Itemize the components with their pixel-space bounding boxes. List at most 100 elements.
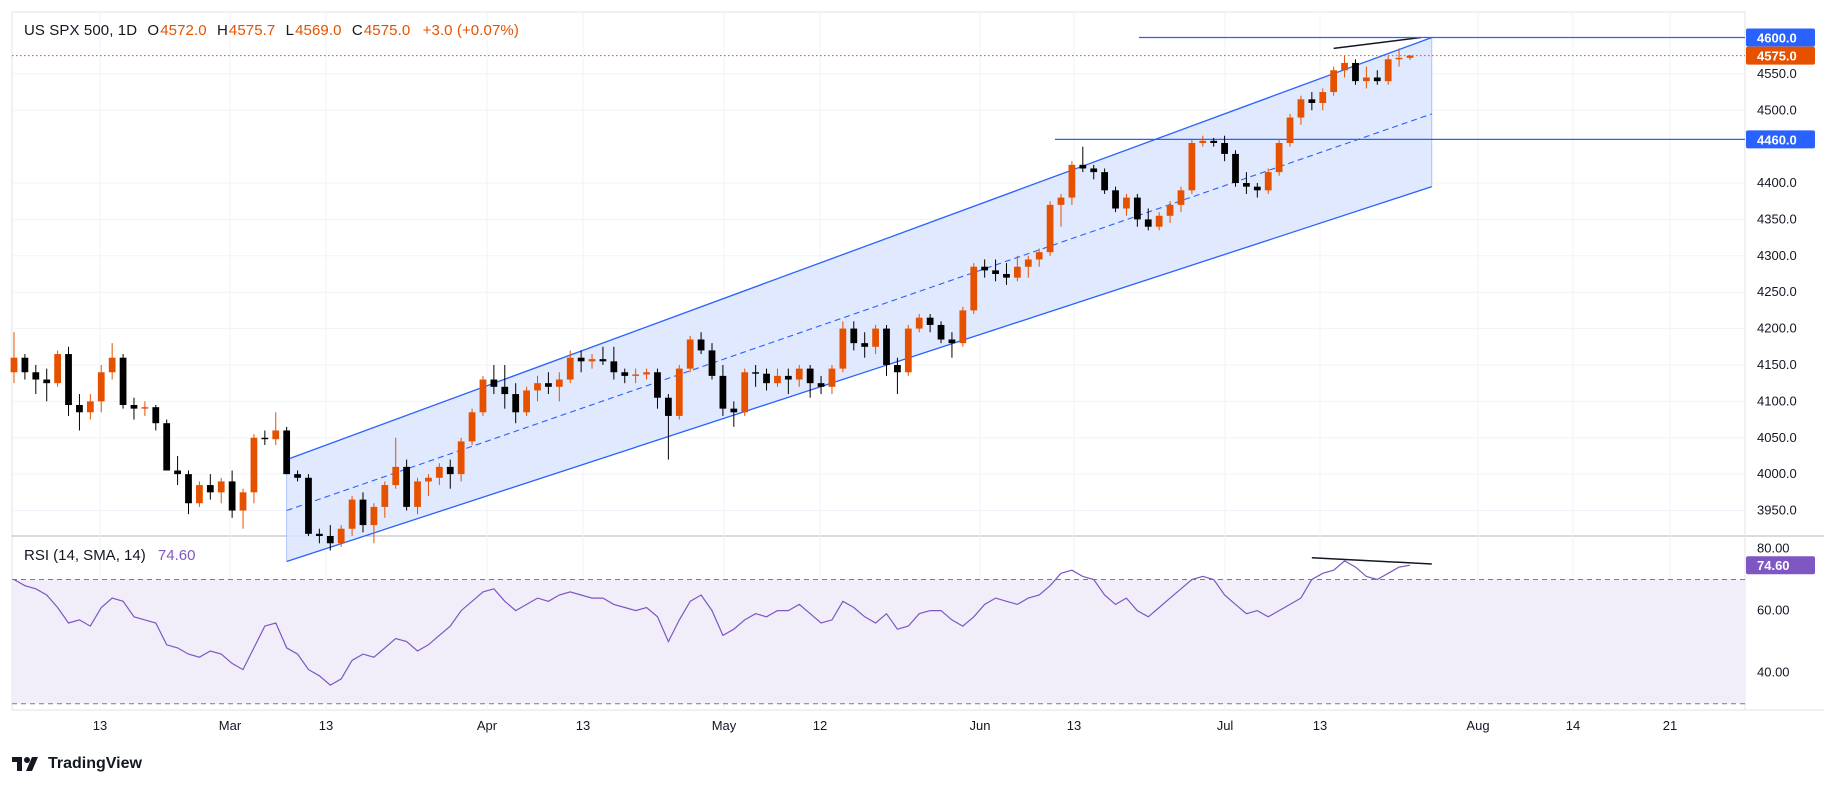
- time-tick-label: Aug: [1466, 718, 1489, 733]
- high-value: 4575.7: [228, 22, 276, 39]
- candle-body: [621, 372, 629, 376]
- candle-body: [686, 339, 694, 369]
- candle-body: [708, 350, 716, 376]
- candle-body: [784, 375, 792, 380]
- level-tag-4600: 4600.0: [1757, 30, 1797, 45]
- candle-body: [457, 441, 465, 475]
- candle-body: [1068, 164, 1076, 198]
- time-tick-label: Jun: [970, 718, 991, 733]
- candle-body: [555, 379, 563, 387]
- candle-body: [1166, 204, 1174, 216]
- candle-body: [675, 368, 683, 416]
- channel-fill: [286, 37, 1432, 562]
- candle-body: [337, 528, 345, 544]
- rsi-name: RSI (14, SMA, 14): [24, 547, 146, 564]
- price-tick-label: 4500.0: [1757, 102, 1797, 117]
- channel-lower-line: [286, 186, 1433, 563]
- price-tick-label: 4100.0: [1757, 393, 1797, 408]
- candle-body: [381, 485, 389, 507]
- candle-body: [741, 372, 749, 413]
- candle-body: [817, 383, 825, 387]
- candle-body: [1362, 77, 1370, 82]
- regression-channel: [286, 36, 1433, 563]
- candle-body: [566, 357, 574, 380]
- candle-body: [1079, 164, 1087, 169]
- change-value: +3.0 (+0.07%): [422, 22, 519, 39]
- candle-body: [370, 506, 378, 526]
- candle-body: [872, 328, 879, 347]
- time-tick-label: May: [712, 718, 737, 733]
- open-label: O: [147, 22, 160, 39]
- candle-body: [501, 386, 509, 395]
- candle-body: [926, 317, 934, 325]
- candle-body: [643, 372, 650, 375]
- candle-body: [664, 397, 672, 416]
- time-tick-label: 21: [1663, 718, 1677, 733]
- candle-body: [217, 481, 225, 493]
- time-tick-label: 13: [576, 718, 590, 733]
- candle-body: [108, 357, 116, 373]
- candle-body: [425, 477, 432, 482]
- candle-body: [130, 405, 138, 409]
- time-tick-label: 14: [1566, 718, 1580, 733]
- price-tick-label: 4400.0: [1757, 175, 1797, 190]
- candle-body: [21, 357, 29, 373]
- candle-body: [228, 481, 236, 511]
- brand-name: TradingView: [48, 755, 142, 772]
- candle-body: [196, 485, 203, 504]
- tradingview-logo[interactable]: TradingView: [12, 755, 142, 773]
- price-tick-label: 4050.0: [1757, 430, 1797, 445]
- candle-body: [359, 499, 367, 526]
- candle-body: [403, 466, 411, 507]
- candle-body: [1352, 62, 1359, 82]
- candle-body: [981, 266, 989, 271]
- price-tick-label: 3950.0: [1757, 503, 1797, 518]
- candle-body: [1024, 259, 1032, 267]
- axis-tags: 4600.0 4575.0 4460.0 74.60: [1746, 28, 1815, 575]
- candle-body: [283, 430, 291, 475]
- candle-body: [479, 379, 487, 413]
- level-tag-4460-bg: [1746, 130, 1815, 149]
- candle-body: [174, 470, 181, 475]
- candle-body: [185, 474, 192, 504]
- rsi-band: [12, 579, 1745, 704]
- candle-body: [119, 357, 127, 405]
- candle-body: [992, 270, 999, 274]
- price-tick-label: 4000.0: [1757, 466, 1797, 481]
- low-label: L: [285, 22, 295, 39]
- candle-body: [1341, 62, 1348, 71]
- candle-body: [1155, 215, 1163, 227]
- open-value: 4572.0: [160, 22, 207, 39]
- low-value: 4569.0: [295, 22, 342, 39]
- candle-body: [1210, 140, 1218, 143]
- candle-body: [414, 481, 421, 507]
- time-tick-label: Apr: [477, 718, 498, 733]
- candle-body: [839, 328, 847, 369]
- candle-body: [239, 492, 247, 511]
- candle-body: [1221, 143, 1228, 154]
- candle-body: [1112, 190, 1119, 209]
- candle-body: [1057, 197, 1065, 205]
- level-tag-4460: 4460.0: [1757, 132, 1797, 147]
- candle-body: [894, 364, 901, 373]
- symbol-label: US SPX 500, 1D: [24, 22, 138, 39]
- last-price-tag: 4575.0: [1757, 49, 1797, 64]
- horizontal-levels: [12, 36, 1745, 140]
- candle-body: [1384, 59, 1392, 82]
- candle-body: [468, 412, 476, 442]
- rsi-value-tag: 74.60: [1757, 558, 1790, 573]
- candle-body: [730, 408, 738, 413]
- candle-body: [1395, 57, 1403, 60]
- candle-body: [163, 423, 171, 471]
- candle-body: [915, 317, 923, 329]
- time-tick-label: 13: [1313, 718, 1327, 733]
- candle-body: [1253, 186, 1261, 191]
- rsi-line: [13, 560, 1411, 686]
- candle-body: [326, 536, 334, 544]
- price-tick-label: 4350.0: [1757, 211, 1797, 226]
- candle-body: [534, 383, 541, 391]
- chart-header: US SPX 500, 1D O4572.0 H4575.7 L4569.0 C…: [24, 22, 519, 39]
- candle-body: [152, 407, 160, 424]
- candle-body: [806, 368, 814, 384]
- candle-body: [1003, 274, 1010, 278]
